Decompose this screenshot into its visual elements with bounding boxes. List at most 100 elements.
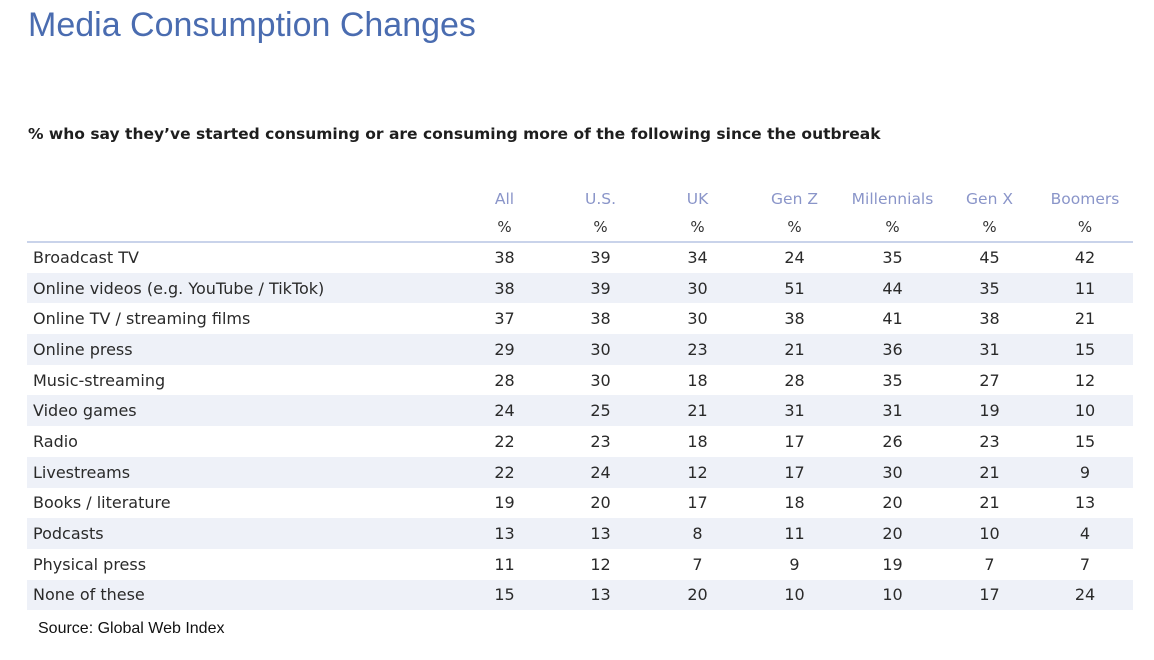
cell-value: 44 <box>843 272 942 304</box>
column-header: Millennials <box>851 190 934 208</box>
cell-value: 17 <box>687 493 708 513</box>
unit-label: % <box>649 212 746 243</box>
row-label: Physical press <box>33 554 147 574</box>
unit-spacer <box>27 212 457 243</box>
cell-value: 51 <box>746 272 843 304</box>
cell-value: 30 <box>590 370 611 390</box>
column-header-row: All U.S. UK Gen Z Millennials Gen X Boomers <box>27 186 1133 212</box>
cell-value: 34 <box>687 248 708 268</box>
table-row: Radio 22 23 18 17 26 23 15 <box>27 426 1133 457</box>
data-table-container: All U.S. UK Gen Z Millennials Gen X Boomers %%… <box>27 186 1133 611</box>
cell-value: 11 <box>1037 272 1133 304</box>
cell-value: 25 <box>552 395 649 427</box>
unit-label: % <box>843 212 942 243</box>
cell-value: 22 <box>494 431 515 451</box>
cell-value: 7 <box>984 554 995 574</box>
cell-value: 18 <box>784 493 805 513</box>
cell-value: 42 <box>1074 248 1096 268</box>
cell-value: 7 <box>1079 554 1091 574</box>
cell-value: 19 <box>942 395 1037 427</box>
cell-value: 21 <box>942 456 1037 488</box>
cell-value: 30 <box>687 309 708 329</box>
data-table: All U.S. UK Gen Z Millennials Gen X Boomers %%… <box>27 186 1133 611</box>
cell-value: 38 <box>979 309 1000 329</box>
unit-label: % <box>552 212 649 243</box>
cell-value: 30 <box>649 272 746 304</box>
cell-value: 10 <box>843 579 942 611</box>
column-header: U.S. <box>584 190 617 208</box>
cell-value: 9 <box>1037 456 1133 488</box>
cell-value: 35 <box>882 370 903 390</box>
cell-value: 28 <box>494 370 515 390</box>
table-row: None of these 15 13 20 10 10 17 24 <box>27 579 1133 611</box>
row-label: Podcasts <box>27 518 457 549</box>
row-label: Radio <box>33 431 78 451</box>
cell-value: 21 <box>1074 309 1096 329</box>
table-row: Video games 24 25 21 31 31 19 10 <box>27 395 1133 427</box>
cell-value: 24 <box>1037 579 1133 611</box>
cell-value: 20 <box>590 493 611 513</box>
cell-value: 20 <box>649 579 746 611</box>
cell-value: 13 <box>552 579 649 611</box>
cell-value: 30 <box>552 334 649 365</box>
table-subtitle: % who say they’ve started consuming or a… <box>28 125 881 143</box>
cell-value: 41 <box>882 309 903 329</box>
cell-value: 38 <box>784 309 805 329</box>
page-title: Media Consumption Changes <box>28 6 476 44</box>
cell-value: 19 <box>494 493 515 513</box>
cell-value: 37 <box>494 309 515 329</box>
unit-header-row: %%%%%%% <box>27 212 1133 243</box>
cell-value: 35 <box>942 272 1037 304</box>
cell-value: 15 <box>1037 334 1133 365</box>
cell-value: 13 <box>552 518 649 549</box>
row-label: Online videos (e.g. YouTube / TikTok) <box>27 272 457 304</box>
unit-label: % <box>942 212 1037 243</box>
table-body: Broadcast TV 38 39 34 24 35 45 42 Online videos … <box>27 242 1133 611</box>
cell-value: 11 <box>746 518 843 549</box>
cell-value: 38 <box>590 309 611 329</box>
column-header: UK <box>686 190 709 208</box>
cell-value: 8 <box>649 518 746 549</box>
row-label: Online TV / streaming films <box>33 309 251 329</box>
unit-label: % <box>746 212 843 243</box>
cell-value: 4 <box>1037 518 1133 549</box>
cell-value: 17 <box>746 456 843 488</box>
column-header: Gen Z <box>771 190 818 208</box>
table-row: Books / literature 19 20 17 18 20 21 13 <box>27 488 1133 519</box>
cell-value: 18 <box>687 370 708 390</box>
table-row: Online press 29 30 23 21 36 31 15 <box>27 334 1133 365</box>
table-row: Music-streaming 28 30 18 28 35 27 12 <box>27 365 1133 396</box>
column-header: Gen X <box>966 190 1013 208</box>
cell-value: 13 <box>1074 493 1096 513</box>
cell-value: 31 <box>746 395 843 427</box>
table-header: All U.S. UK Gen Z Millennials Gen X Boomers %%… <box>27 186 1133 243</box>
cell-value: 10 <box>746 579 843 611</box>
unit-label: % <box>457 212 552 243</box>
cell-value: 36 <box>843 334 942 365</box>
cell-value: 13 <box>457 518 552 549</box>
cell-value: 17 <box>784 431 805 451</box>
cell-value: 10 <box>942 518 1037 549</box>
cell-value: 19 <box>882 554 903 574</box>
row-label: Online press <box>27 334 457 365</box>
cell-value: 39 <box>590 248 611 268</box>
cell-value: 45 <box>979 248 1000 268</box>
cell-value: 9 <box>789 554 800 574</box>
cell-value: 23 <box>590 431 611 451</box>
cell-value: 20 <box>843 518 942 549</box>
cell-value: 23 <box>649 334 746 365</box>
cell-value: 22 <box>457 456 552 488</box>
table-row: Podcasts 13 13 8 11 20 10 4 <box>27 518 1133 549</box>
cell-value: 24 <box>457 395 552 427</box>
cell-value: 21 <box>649 395 746 427</box>
row-label: Livestreams <box>27 456 457 488</box>
table-row: Online videos (e.g. YouTube / TikTok) 38 3… <box>27 272 1133 304</box>
table-row: Online TV / streaming films 37 38 30 38 41 38 2… <box>27 303 1133 334</box>
row-label: Music-streaming <box>33 370 166 390</box>
column-header: All <box>494 190 515 208</box>
cell-value: 26 <box>882 431 903 451</box>
cell-value: 15 <box>457 579 552 611</box>
cell-value: 38 <box>494 248 515 268</box>
row-label: Video games <box>27 395 457 427</box>
source-note: Source: Global Web Index <box>38 620 225 637</box>
